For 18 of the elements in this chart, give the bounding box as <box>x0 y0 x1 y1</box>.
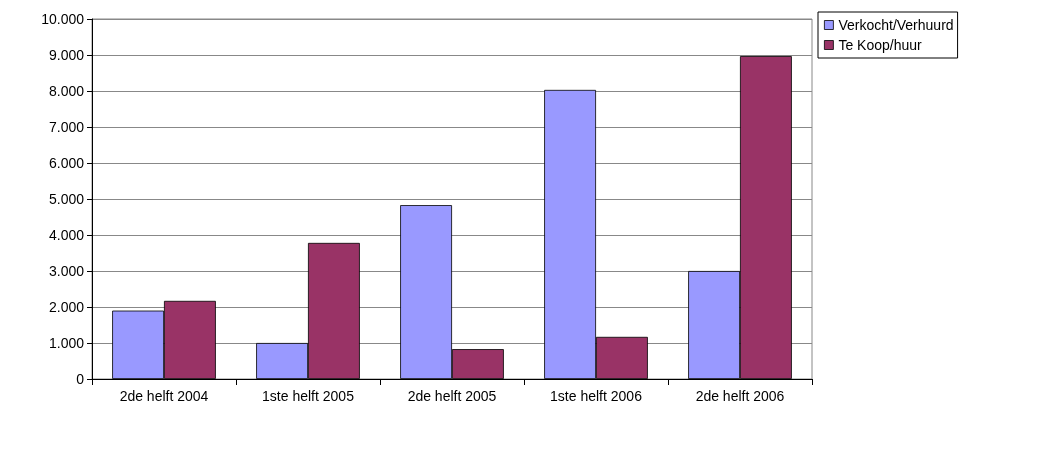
y-tick-label: 3.000 <box>48 263 85 279</box>
y-tick-label: 2.000 <box>48 299 85 315</box>
x-tick-label: 2de helft 2006 <box>695 388 785 404</box>
y-tick-label: 10.000 <box>41 11 85 27</box>
y-tick-label: 8.000 <box>48 83 85 99</box>
y-tick-label: 9.000 <box>48 47 85 63</box>
x-tick-label: 2de helft 2004 <box>119 388 209 404</box>
y-tick-label: 6.000 <box>48 155 85 171</box>
y-tick-label: 7.000 <box>48 119 85 135</box>
legend-label: Verkocht/Verhuurd <box>838 17 954 33</box>
y-tick-label: 5.000 <box>48 191 85 207</box>
x-tick-label: 2de helft 2005 <box>407 388 497 404</box>
y-tick-label: 1.000 <box>48 335 85 351</box>
y-tick-label: 0 <box>76 371 85 387</box>
y-tick-label: 4.000 <box>48 227 85 243</box>
x-tick-label: 1ste helft 2006 <box>550 388 643 404</box>
legend-label: Te Koop/huur <box>838 37 923 53</box>
x-tick-label: 1ste helft 2005 <box>262 388 355 404</box>
